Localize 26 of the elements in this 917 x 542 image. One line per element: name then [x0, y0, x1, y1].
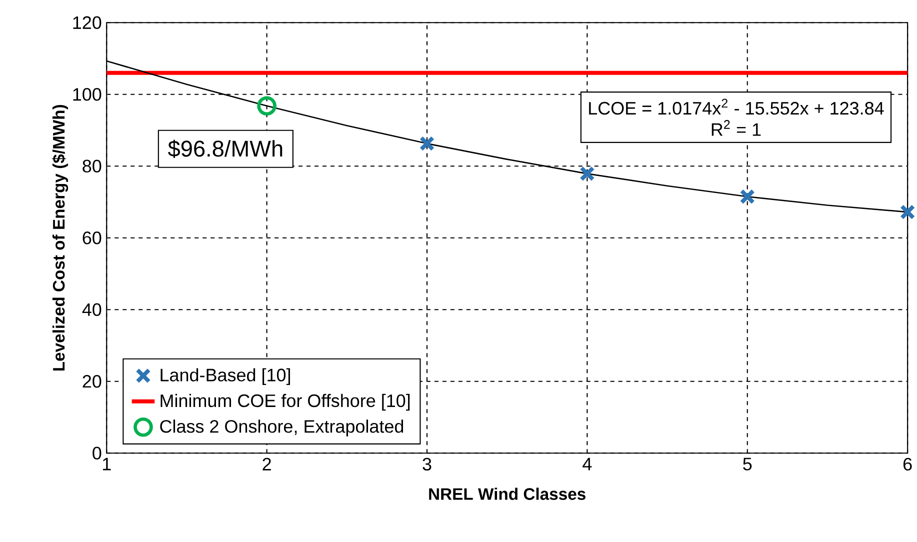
y-tick-label: 20 [82, 375, 102, 388]
y-tick-label: 100 [73, 88, 102, 101]
point [900, 204, 916, 220]
annotation: LCOE = 1.0174x$^{2}$ - 15.552x + 123.84 [589, 98, 884, 115]
annotation: R$^{2}$ = 1 [712, 120, 761, 136]
y-tick-label: 40 [82, 303, 102, 316]
point [740, 189, 756, 204]
x-tick-label: 2 [262, 458, 271, 471]
annotation: $96.8/MWh [168, 140, 282, 158]
y-tick-label: 0 [92, 446, 102, 460]
x-tick-label: 3 [422, 458, 432, 471]
point [580, 166, 595, 182]
x-tick-label: 5 [743, 458, 752, 470]
legend-label: Land-Based [10] [160, 368, 290, 386]
legend-label: Class 2 Onshore, Extrapolated [160, 420, 404, 437]
legend-label: Minimum COE for Offshore [10] [160, 394, 410, 411]
point [419, 136, 435, 152]
x-axis-title: NREL Wind Classes [429, 488, 586, 500]
x-tick-label: 1 [102, 458, 111, 470]
x-tick-label: 6 [903, 458, 912, 471]
y-tick-label: 120 [73, 16, 102, 30]
y-tick-label: 60 [82, 232, 102, 244]
x-tick-label: 4 [582, 458, 592, 470]
y-axis-title: Levelized Cost of Energy ($/MWh) [52, 105, 68, 371]
y-tick-label: 80 [82, 160, 102, 173]
point [257, 96, 276, 116]
